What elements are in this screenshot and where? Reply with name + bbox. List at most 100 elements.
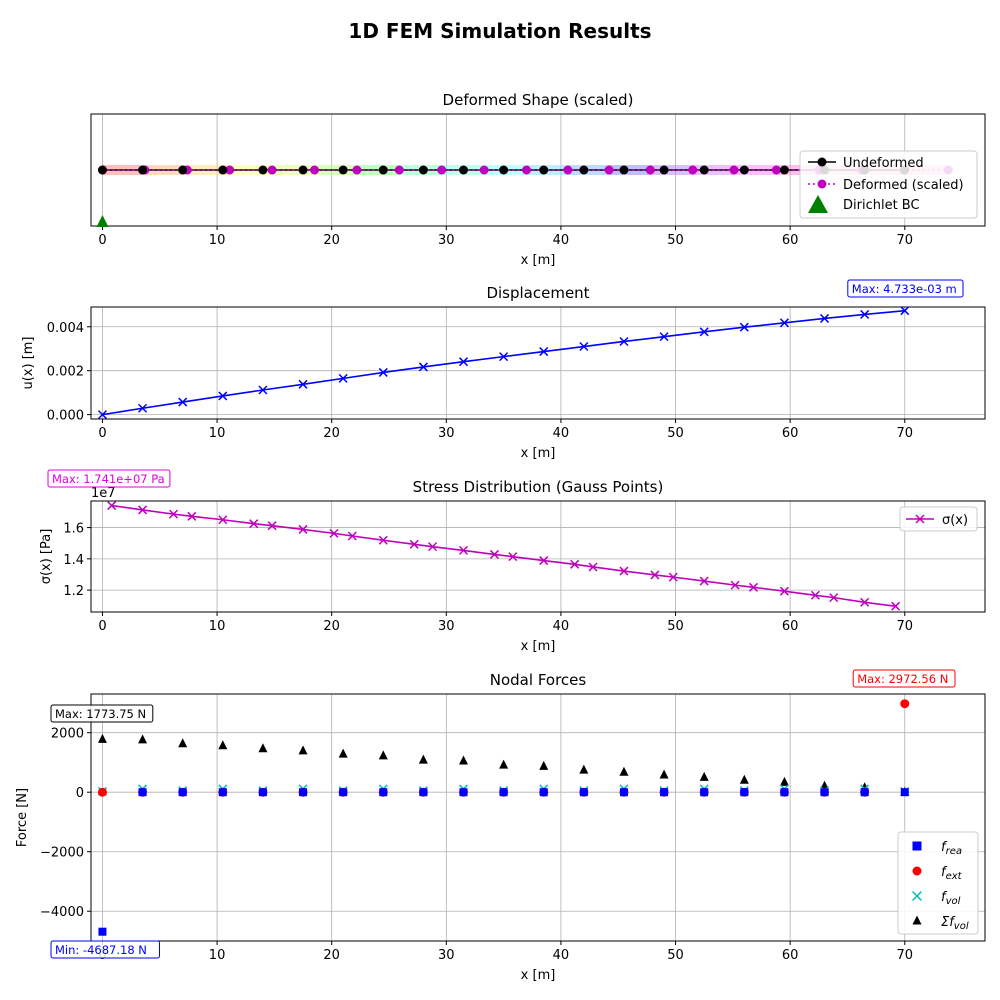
undeformed-node (579, 165, 589, 175)
y-tick-label: 1.4 (63, 553, 84, 568)
legend-bc-marker (808, 195, 828, 213)
x-tick-label: 60 (782, 948, 799, 963)
x-tick-label: 20 (323, 619, 340, 634)
x-tick-label: 30 (438, 948, 455, 963)
stress-point (730, 580, 740, 590)
panel-title: Nodal Forces (490, 671, 587, 689)
panel-displacement: 0 10 20 30 40 50 60 70 0.000 0.002 0.004 Displaceme… (21, 279, 986, 461)
stress-point (267, 521, 277, 531)
stress-point (860, 597, 870, 607)
stress-point (650, 570, 660, 580)
sum-f-vol-point (418, 754, 428, 764)
sum-f-vol-point (659, 769, 669, 779)
sum-f-vol-point (338, 748, 348, 758)
x-tick-label: 70 (896, 948, 913, 963)
ext-max-annotation: Max: 2972.56 N (857, 672, 948, 686)
legend-sum-f-vol-label-main: Σf (941, 915, 956, 930)
stress-point (779, 586, 789, 596)
f-rea-point (579, 788, 588, 797)
undeformed-node (138, 165, 148, 175)
f-rea-point (299, 788, 308, 797)
displacement-point (378, 367, 388, 377)
deformed-node (771, 165, 781, 175)
f-rea-point (339, 788, 348, 797)
stress-point (458, 545, 469, 555)
deformed-node (479, 165, 489, 175)
displacement-point (860, 309, 870, 319)
f-rea-point (98, 927, 107, 936)
stress-point (588, 562, 598, 572)
legend-frame (897, 831, 979, 935)
x-tick-label: 50 (667, 619, 684, 634)
displacement-point (779, 318, 789, 328)
sum-f-vol-point (459, 755, 468, 765)
f-rea-point (820, 788, 829, 797)
x-tick-label: 10 (209, 619, 226, 634)
deformed-node (522, 165, 532, 175)
f-rea-point (700, 788, 709, 797)
legend-f-rea-label: frea (941, 840, 962, 857)
stress-point (539, 556, 549, 566)
legend-f-ext-label-sub: ext (946, 871, 963, 882)
f-rea-point (419, 788, 428, 797)
panel-stress: 0 10 20 30 40 50 60 70 1.2 1.4 1.6 Stress Distribut… (39, 469, 986, 654)
legend-f-ext-marker (912, 866, 922, 876)
f-rea-point (178, 788, 187, 797)
x-tick-label: 10 (209, 948, 226, 963)
deformed-node (225, 165, 235, 175)
legend-f-ext-label-main: f (941, 865, 948, 880)
legend-frame (899, 506, 978, 532)
y-tick-label: 0.004 (47, 321, 84, 336)
stress-point (347, 531, 357, 541)
displacement-max-annotation-box (847, 279, 964, 298)
y-tick-label: 0 (76, 786, 84, 801)
y-axis-label: Force [N] (15, 788, 30, 847)
sum-f-vol-point (218, 740, 228, 750)
sum-f-vol-point (378, 750, 388, 760)
f-rea-point (379, 788, 388, 797)
stress-point (891, 601, 901, 611)
undeformed-node (178, 165, 188, 175)
ext-max-annotation-box (852, 669, 956, 688)
sum-f-vol-point (258, 743, 268, 753)
displacement-point (218, 391, 228, 401)
undeformed-node (97, 165, 107, 175)
undeformed-node (418, 165, 428, 175)
x-axis-label: x [m] (521, 446, 556, 461)
x-axis-label: x [m] (521, 253, 556, 268)
sum-f-vol-point (178, 738, 188, 748)
deformed-node (394, 165, 404, 175)
x-tick-label: 0 (98, 233, 106, 248)
x-tick-label: 60 (782, 426, 799, 441)
legend-stress-marker (915, 514, 925, 524)
stress-point (748, 582, 759, 592)
y-tick-label: 1.2 (63, 584, 84, 599)
f-rea-point (258, 788, 267, 797)
axes-frame (90, 693, 986, 942)
f-rea-point (499, 788, 508, 797)
stress-point (218, 515, 228, 525)
y-tick-label: 0.000 (47, 409, 84, 424)
rea-min-annotation: Min: -4687.18 N (55, 943, 147, 957)
legend-frame (799, 150, 978, 219)
f-rea-point (860, 788, 869, 797)
undeformed-node (659, 165, 669, 175)
x-tick-label: 0 (98, 426, 106, 441)
undeformed-node (739, 165, 749, 175)
y-tick-label: −4000 (40, 905, 84, 920)
f-rea-point (619, 788, 628, 797)
stress-point (570, 559, 580, 569)
displacement-point (619, 336, 629, 347)
undeformed-node (499, 165, 509, 175)
f-rea-point (660, 788, 669, 797)
f-rea-point (138, 788, 147, 797)
axes-frame (90, 113, 986, 227)
displacement-point (178, 397, 188, 407)
displacement-point (900, 306, 910, 316)
panel-deformed-shape: 0 10 20 30 40 50 60 70 Deformed Shape (scaled) x … (90, 91, 986, 268)
deformed-node (688, 165, 698, 175)
f-rea-point (740, 788, 749, 797)
deformed-node (267, 165, 277, 175)
